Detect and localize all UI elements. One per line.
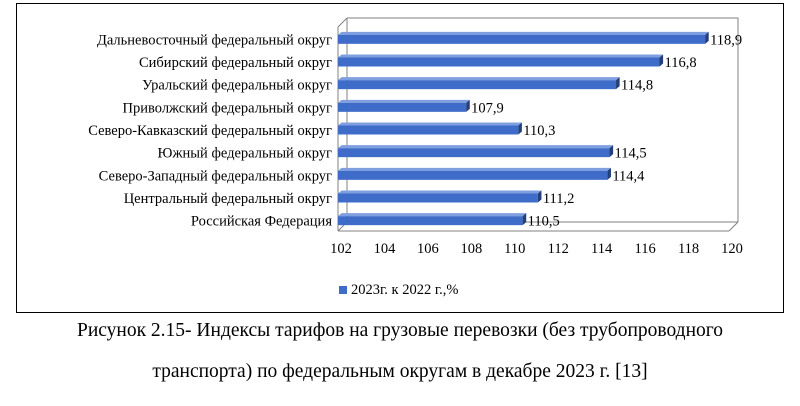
bar: [338, 216, 523, 226]
x-tick-label: 116: [635, 241, 656, 257]
bar: [338, 57, 660, 67]
bar-end-face: [518, 122, 522, 135]
category-label: Российская Федерация: [191, 214, 332, 230]
bar-end-face: [537, 190, 542, 203]
category-label: Дальневосточный федеральный округ: [97, 32, 332, 48]
figure-caption-line-2: транспорта) по федеральным округам в дек…: [152, 361, 648, 382]
chart-frame: 102 104 106 108 110 112 114 116 118 120 Дальневост…: [16, 3, 784, 313]
bar-end-face: [466, 99, 470, 112]
x-tick-label: 114: [591, 241, 613, 257]
bar-end-face: [522, 213, 527, 226]
bar-top-face: [338, 99, 470, 103]
data-label: 114,8: [621, 78, 653, 94]
bar-top-face: [338, 190, 542, 194]
data-label: 110,3: [523, 123, 555, 139]
bar-end-face: [659, 54, 664, 67]
back-wall-edge: [347, 17, 739, 222]
x-tick-label: 120: [721, 241, 743, 257]
floor-right-edge: [728, 221, 739, 232]
data-label: 118,9: [710, 32, 742, 48]
bar: [338, 170, 608, 180]
x-tick-label: 108: [460, 241, 482, 257]
bar-end-face: [607, 167, 611, 180]
bar-chart: 102 104 106 108 110 112 114 116 118 120 Дальневост…: [88, 17, 743, 298]
bar: [338, 80, 617, 90]
category-label: Уральский федеральный округ: [142, 78, 332, 94]
bar: [338, 102, 467, 112]
legend-swatch: [339, 286, 347, 294]
bar: [338, 34, 706, 44]
bar: [338, 125, 519, 135]
x-tick-label: 102: [330, 241, 352, 257]
category-label: Приволжский федеральный округ: [123, 100, 333, 116]
category-label: Северо-Кавказский федеральный округ: [88, 123, 332, 139]
bar-end-face: [609, 145, 614, 158]
bar-top-face: [338, 167, 611, 171]
category-label: Северо-Западный федеральный округ: [99, 168, 332, 184]
bar-top-face: [338, 31, 709, 35]
category-label: Сибирский федеральный округ: [139, 55, 332, 71]
x-tick-label: 104: [374, 241, 397, 257]
side-wall-top-edge: [337, 17, 348, 28]
data-label: 116,8: [664, 55, 696, 71]
data-label: 111,2: [543, 191, 575, 207]
figure-caption-line-1: Рисунок 2.15- Индексы тарифов на грузовы…: [76, 320, 724, 341]
category-label: Южный федеральный округ: [157, 146, 332, 162]
x-tick-label: 112: [548, 241, 569, 257]
x-tick-label: 118: [678, 241, 699, 257]
data-label: 107,9: [471, 100, 504, 116]
data-label: 114,4: [612, 168, 645, 184]
data-label: 110,5: [528, 214, 560, 230]
bar: [338, 193, 538, 203]
bar-top-face: [338, 54, 664, 58]
bar-top-face: [338, 122, 522, 126]
bar-end-face: [616, 77, 620, 90]
category-label: Центральный федеральный округ: [124, 191, 332, 207]
bar: [338, 148, 610, 158]
bar-top-face: [338, 213, 527, 217]
data-label: 114,5: [615, 146, 647, 162]
x-tick-label: 106: [417, 241, 439, 257]
legend-label: 2023г. к 2022 г.,%: [351, 282, 459, 298]
x-tick-label: 110: [504, 241, 525, 257]
bar-end-face: [705, 31, 709, 44]
bar-top-face: [338, 77, 620, 81]
bar-top-face: [338, 145, 614, 149]
